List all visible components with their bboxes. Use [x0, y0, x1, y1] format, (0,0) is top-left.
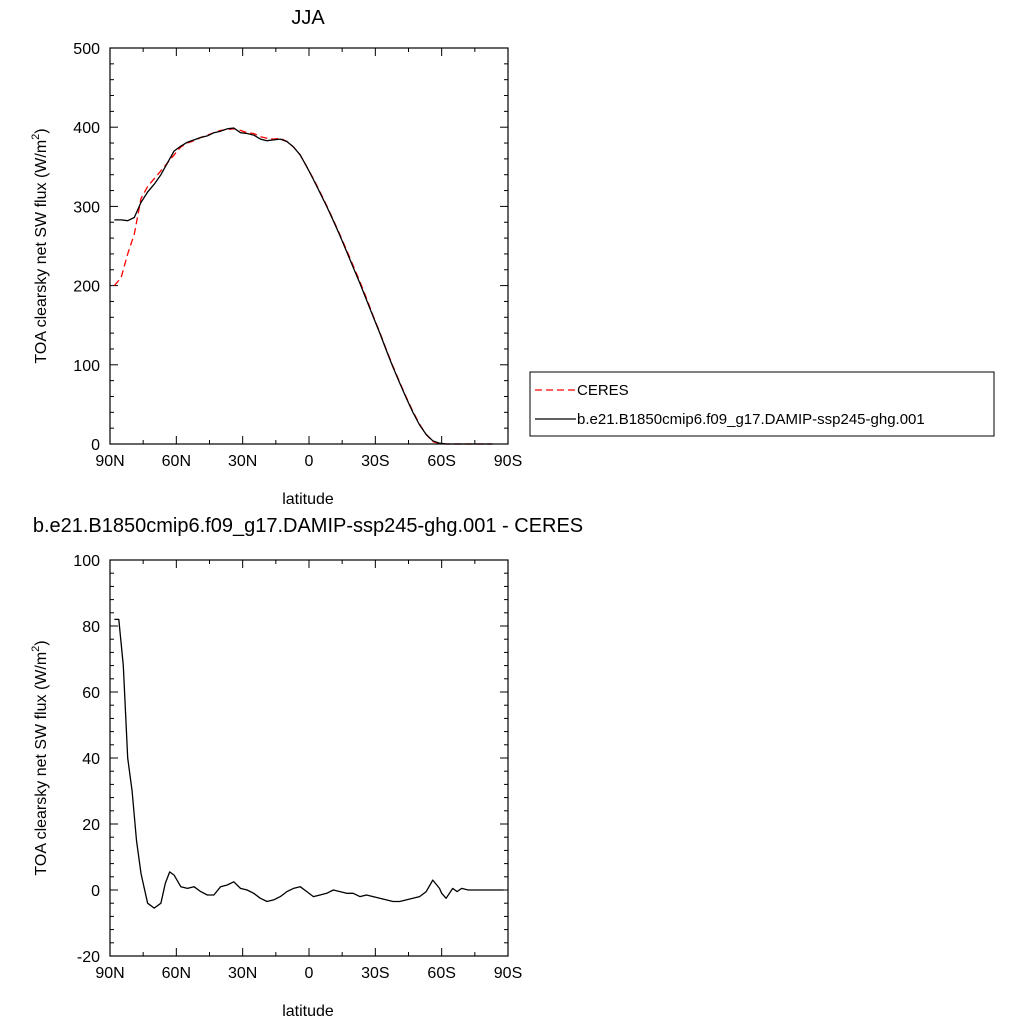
y-tick-label: 100	[73, 553, 100, 570]
x-tick-label: 90S	[494, 965, 522, 982]
series-line-2	[114, 127, 493, 445]
x-tick-label: 30S	[361, 453, 389, 470]
panel-2-ylabel-end: )	[33, 640, 50, 645]
y-tick-label: 200	[73, 279, 100, 296]
panel-1-xlabel: latitude	[282, 491, 334, 508]
panel-2-ylabel-main: TOA clearsky net SW flux (W/m	[33, 652, 50, 876]
x-tick-label: 0	[305, 965, 314, 982]
x-tick-label: 30N	[228, 453, 257, 470]
x-tick-label: 90S	[494, 453, 522, 470]
y-tick-label: 400	[73, 120, 100, 137]
x-tick-label: 60N	[162, 453, 191, 470]
y-tick-label: 40	[82, 751, 100, 768]
panel-1-ylabel: TOA clearsky net SW flux (W/m2)	[30, 128, 50, 363]
panel-1-frame	[109, 47, 509, 445]
y-tick-label: 0	[91, 437, 100, 454]
panel-1-ylabel-sup: 2	[30, 134, 42, 140]
y-tick-label: 300	[73, 199, 100, 216]
x-tick-label: 60N	[162, 965, 191, 982]
x-tick-label: 60S	[427, 965, 455, 982]
x-tick-label: 90N	[95, 453, 124, 470]
y-tick-label: 500	[73, 41, 100, 58]
panel-jja: JJA 90N 60N 30N 0 30S 60S 90S0100200300400500 …	[30, 7, 995, 508]
panel-1-title: JJA	[291, 7, 325, 29]
x-tick-label: 0	[305, 453, 314, 470]
y-tick-label: 100	[73, 358, 100, 375]
x-tick-label: 60S	[427, 453, 455, 470]
y-tick-label: -20	[77, 949, 100, 966]
legend-label-ceres: CERES	[577, 382, 629, 399]
y-tick-label: 20	[82, 817, 100, 834]
panel-2-frame	[109, 559, 509, 957]
panel-2-ylabel-sup: 2	[30, 646, 42, 652]
panel-2-ylabel: TOA clearsky net SW flux (W/m2)	[30, 640, 50, 875]
panel-1-ylabel-main: TOA clearsky net SW flux (W/m	[33, 140, 50, 364]
panel-difference: b.e21.B1850cmip6.f09_g17.DAMIP-ssp245-gh…	[30, 515, 583, 1020]
legend-box	[529, 371, 995, 437]
x-tick-label: 30N	[228, 965, 257, 982]
panel-1-ylabel-end: )	[33, 128, 50, 133]
panel-2-series	[114, 618, 504, 909]
panel-1-series	[113, 127, 493, 445]
y-tick-label: 60	[82, 685, 100, 702]
legend: CERES b.e21.B1850cmip6.f09_g17.DAMIP-ssp…	[529, 371, 995, 437]
y-tick-label: 80	[82, 619, 100, 636]
series-line-1	[114, 618, 504, 909]
x-tick-label: 90N	[95, 965, 124, 982]
y-tick-label: 0	[91, 883, 100, 900]
panel-2-xlabel: latitude	[282, 1003, 334, 1020]
legend-label-model: b.e21.B1850cmip6.f09_g17.DAMIP-ssp245-gh…	[577, 411, 925, 428]
panel-2-title: b.e21.B1850cmip6.f09_g17.DAMIP-ssp245-gh…	[33, 515, 583, 537]
x-tick-label: 30S	[361, 965, 389, 982]
